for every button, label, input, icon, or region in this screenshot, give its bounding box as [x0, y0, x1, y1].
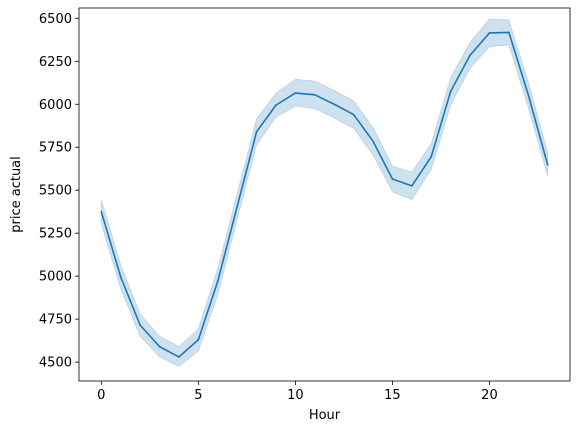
y-axis-ticks: 4500 4750 5000 5250 5500 5750 6000 6250 6500	[39, 12, 79, 371]
x-tick-label: 0	[97, 388, 105, 403]
series-line	[100, 31, 549, 358]
data-point	[527, 93, 530, 96]
y-axis-label: price actual	[9, 156, 24, 233]
data-point	[119, 276, 122, 278]
y-tick-label: 6000	[39, 98, 72, 113]
y-tick-label: 5500	[39, 184, 72, 199]
y-tick-label: 5000	[39, 270, 72, 285]
data-point	[507, 31, 510, 34]
data-point	[139, 324, 142, 327]
y-tick-label: 6500	[39, 12, 72, 27]
data-point	[449, 90, 452, 93]
x-axis-label: Hour	[309, 408, 341, 423]
x-tick-label: 20	[481, 388, 498, 403]
x-tick-label: 10	[287, 388, 304, 403]
data-point	[313, 93, 316, 96]
data-point	[158, 345, 161, 348]
x-tick-label: 15	[384, 388, 401, 403]
data-point	[372, 140, 374, 143]
x-tick-label: 5	[194, 388, 202, 403]
data-point	[333, 103, 336, 106]
data-point	[391, 178, 394, 180]
data-point	[197, 338, 200, 341]
x-axis-ticks: 0 5 10 15 20	[97, 381, 498, 403]
data-point	[275, 104, 277, 107]
data-point	[430, 155, 433, 158]
data-point	[546, 163, 549, 166]
y-tick-label: 6250	[39, 55, 72, 70]
y-tick-label: 4500	[39, 356, 72, 371]
data-point	[236, 205, 239, 208]
y-tick-label: 4750	[39, 313, 72, 328]
data-point	[410, 185, 413, 187]
data-point	[216, 280, 219, 283]
confidence-band	[100, 18, 549, 367]
data-point	[100, 210, 103, 213]
data-point	[255, 130, 258, 133]
data-point	[294, 92, 297, 94]
data-point	[488, 32, 491, 34]
data-point	[178, 356, 180, 358]
y-tick-label: 5250	[39, 227, 72, 242]
y-tick-label: 5750	[39, 141, 72, 156]
plot-area	[100, 18, 549, 367]
data-point	[469, 54, 471, 57]
axes-frame	[78, 7, 571, 382]
data-point	[352, 113, 355, 116]
